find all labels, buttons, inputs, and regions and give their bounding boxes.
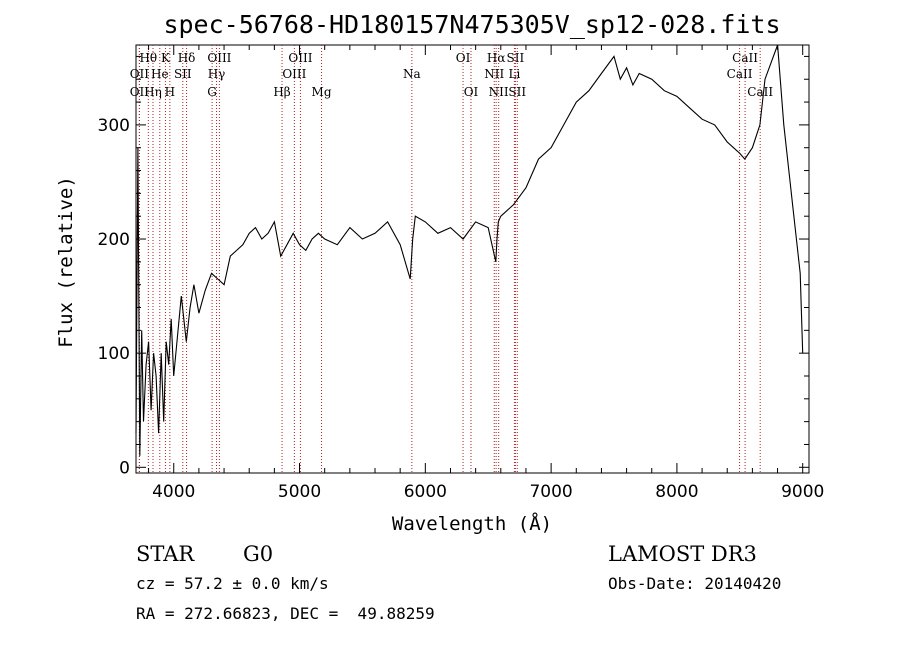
y-axis-ticks: 0 100 200 300 [98,55,809,478]
line-label-10: Hγ [208,67,226,81]
x-tick-label-0: 4000 [152,482,195,502]
object-subclass: G0 [243,542,274,566]
x-tick-label-1: 5000 [278,482,321,502]
line-label-18: OI [464,85,479,99]
x-tick-label-5: 9000 [781,482,824,502]
line-label-14: Hβ [273,85,290,99]
line-label-11: G [207,85,217,99]
line-label-19: Hα [487,51,506,65]
line-label-15: Mg [312,85,332,99]
line-label-8: Hδ [178,51,196,65]
plot-frame [135,44,810,474]
chart-title: spec-56768-HD180157N475305V_sp12-028.fit… [163,10,780,39]
y-tick-label-2: 200 [98,230,130,250]
line-label-9: OIII [207,51,231,65]
y-axis-label: Flux (relative) [55,176,77,348]
line-label-27: CaII [747,85,773,99]
x-tick-label-3: 7000 [529,482,572,502]
line-label-17: OI [456,51,471,65]
line-label-16: Na [403,67,421,81]
line-label-21: NII [484,67,504,81]
line-label-3: K [161,51,171,65]
flux-series-line [135,44,804,456]
line-label-20: SII [507,51,525,65]
line-label-22: Li [508,67,520,81]
y-tick-label-1: 100 [98,344,130,364]
x-tick-label-4: 8000 [655,482,698,502]
line-label-7: SII [174,67,192,81]
line-label-4: He [151,67,169,81]
survey-name: LAMOST DR3 [608,542,757,566]
coordinates: RA = 272.66823, DEC = 49.88259 [136,604,435,623]
line-label-2: OII [130,85,150,99]
x-axis-label: Wavelength (Å) [392,512,552,535]
object-class: STAR [136,542,195,566]
line-label-1: OII [130,67,150,81]
line-label-5: Hη [144,85,162,99]
obs-date: Obs-Date: 20140420 [608,574,782,593]
line-label-23: NII [489,85,509,99]
line-label-6: H [165,85,175,99]
spectral-line-markers [138,45,761,473]
line-label-26: CaII [727,67,753,81]
line-label-24: SII [508,85,526,99]
x-axis-ticks: 4000 5000 6000 7000 8000 9000 [148,45,824,502]
line-label-0: Hθ [139,51,157,65]
y-tick-label-0: 0 [119,458,130,478]
y-tick-label-3: 300 [98,116,130,136]
line-label-25: CaII [732,51,758,65]
spectral-line-labels: Hθ OII OII K He Hη H SII Hδ OIII Hγ G OIII OIII Hβ Mg Na… [130,51,774,99]
line-label-13: OIII [282,67,306,81]
redshift-readout: cz = 57.2 ± 0.0 km/s [136,574,329,593]
x-tick-label-2: 6000 [404,482,447,502]
line-label-12: OIII [288,51,312,65]
